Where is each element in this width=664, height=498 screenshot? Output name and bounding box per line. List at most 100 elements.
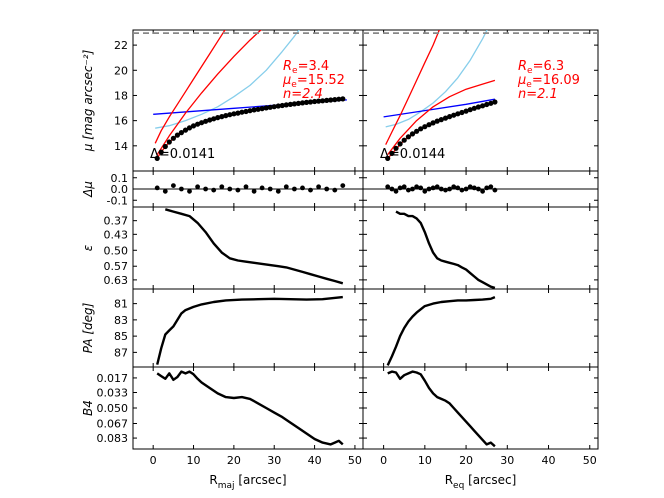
residual-data-point bbox=[300, 185, 305, 191]
mu-data-point bbox=[430, 120, 436, 126]
mue-mue-sub: e bbox=[526, 80, 532, 90]
mu-data-point bbox=[291, 101, 297, 107]
b4-profile-line bbox=[156, 370, 344, 446]
position-angle-profile-line-group bbox=[156, 295, 343, 365]
x-axis-label-sub: eq bbox=[453, 481, 464, 491]
residual-data-point bbox=[393, 188, 399, 194]
mu-data-point bbox=[251, 107, 257, 113]
y-tick-label: 81 bbox=[114, 298, 128, 311]
residual-data-point bbox=[203, 186, 209, 192]
axis-labels-group: 14 16 18 20 22 -0.10.00.1 0.630.57 0.50 0.430.37… bbox=[81, 39, 597, 491]
mu-data-point bbox=[324, 97, 330, 103]
mu-data-point bbox=[283, 102, 289, 108]
mu-data-point bbox=[247, 108, 253, 114]
residual-data-point bbox=[179, 186, 184, 192]
position-angle-profile-line bbox=[156, 295, 343, 365]
residual-data-point bbox=[267, 186, 273, 192]
mu-data-point bbox=[480, 103, 486, 109]
residual-data-point bbox=[227, 186, 233, 192]
residual-data-point bbox=[401, 184, 407, 190]
mu-data-point bbox=[263, 105, 269, 111]
x-axis-label-main: R bbox=[209, 473, 217, 487]
y-tick-label: 0.083 bbox=[97, 432, 129, 445]
y-tick-label: 83 bbox=[114, 314, 128, 327]
y-axis-label: μ [mag arcsec⁻²] bbox=[81, 49, 95, 152]
x-axis-label-rest: [arcsec] bbox=[235, 473, 287, 487]
position-angle-profile-line bbox=[386, 295, 496, 366]
x-tick-label: 20 bbox=[459, 454, 473, 467]
mu-data-point bbox=[328, 97, 334, 103]
y-tick-label: -0.1 bbox=[107, 194, 128, 207]
mu-data-point bbox=[442, 115, 449, 121]
residual-data-point bbox=[389, 186, 395, 192]
residual-data-point bbox=[414, 184, 419, 190]
mu-data-point bbox=[170, 135, 176, 141]
position-angle-profile-line-group bbox=[386, 295, 496, 366]
y-tick-label: 0.017 bbox=[97, 372, 129, 385]
effective-radius-annotation: Re=6.3 bbox=[518, 59, 564, 76]
residual-data-point bbox=[275, 188, 281, 194]
re-re-label: R bbox=[283, 59, 292, 74]
residual-data-group bbox=[154, 183, 346, 194]
mu-data-point bbox=[195, 121, 201, 127]
mu-data-point bbox=[307, 99, 314, 105]
x-tick-label: 0 bbox=[150, 454, 157, 467]
residual-data-point bbox=[154, 185, 160, 191]
mu-data-point bbox=[434, 118, 440, 124]
y-tick-label: 0.43 bbox=[104, 228, 129, 241]
y-axis-label: ε bbox=[81, 244, 95, 251]
ellipticity-profile-line-group bbox=[395, 210, 496, 289]
residual-data-point bbox=[316, 184, 321, 190]
residual-data-point bbox=[422, 188, 428, 194]
mu-data-point bbox=[393, 145, 399, 151]
residual-data-point bbox=[235, 187, 241, 193]
panels-group bbox=[132, 29, 599, 450]
y-axis-label: PA [deg] bbox=[81, 302, 95, 353]
mu-data-point bbox=[397, 141, 403, 147]
residual-data-point bbox=[324, 186, 330, 192]
residual-data-point bbox=[259, 185, 265, 191]
y-tick-label: 0.033 bbox=[97, 387, 129, 400]
x-tick-label: 50 bbox=[348, 454, 362, 467]
effective-radius-annotation: Re=3.4 bbox=[283, 59, 329, 76]
mu-data-point bbox=[467, 107, 473, 113]
mu-data-point bbox=[207, 117, 213, 123]
mu-bar-component-line bbox=[385, 30, 488, 128]
residual-data-point bbox=[430, 185, 436, 191]
residual-data-point bbox=[406, 187, 411, 193]
mu-data-point bbox=[422, 124, 428, 130]
effective-surface-brightness-annotation: μe=16.09 bbox=[517, 73, 580, 90]
residual-data-point bbox=[426, 186, 432, 192]
residual-data-point bbox=[488, 184, 494, 190]
y-tick-label: 85 bbox=[114, 330, 128, 343]
mu-data-point bbox=[447, 114, 453, 120]
ellipticity-profile-line bbox=[164, 208, 344, 285]
residual-data-point bbox=[397, 185, 403, 191]
mu-data-point bbox=[235, 110, 241, 116]
mu-data-point bbox=[492, 99, 498, 105]
mu-data-point bbox=[267, 104, 273, 110]
x-tick-label: 20 bbox=[227, 454, 241, 467]
residual-data-point bbox=[438, 186, 444, 192]
mu-data-point bbox=[438, 117, 444, 123]
residual-data-point bbox=[484, 185, 490, 191]
x-tick-label: 40 bbox=[308, 454, 322, 467]
re-re-sub: e bbox=[292, 66, 298, 76]
mu-data-point bbox=[451, 112, 457, 118]
y-tick-label: 0.50 bbox=[104, 244, 129, 257]
residual-data-point bbox=[171, 183, 176, 189]
residual-data-point bbox=[251, 188, 257, 194]
b4-profile-line bbox=[387, 370, 496, 448]
residual-data-point bbox=[195, 184, 201, 190]
residual-data-point bbox=[340, 183, 346, 189]
mu-data-point bbox=[158, 149, 164, 155]
mu-data-point bbox=[389, 150, 395, 156]
residual-data-point bbox=[410, 186, 415, 192]
effective-surface-brightness-annotation: μe=15.52 bbox=[282, 73, 345, 90]
mu-data-point bbox=[455, 111, 461, 117]
mu-data-point bbox=[186, 125, 193, 131]
b4-profile-line-group bbox=[387, 370, 496, 448]
mu-data-point bbox=[312, 98, 318, 105]
mu-data-point bbox=[320, 98, 326, 104]
